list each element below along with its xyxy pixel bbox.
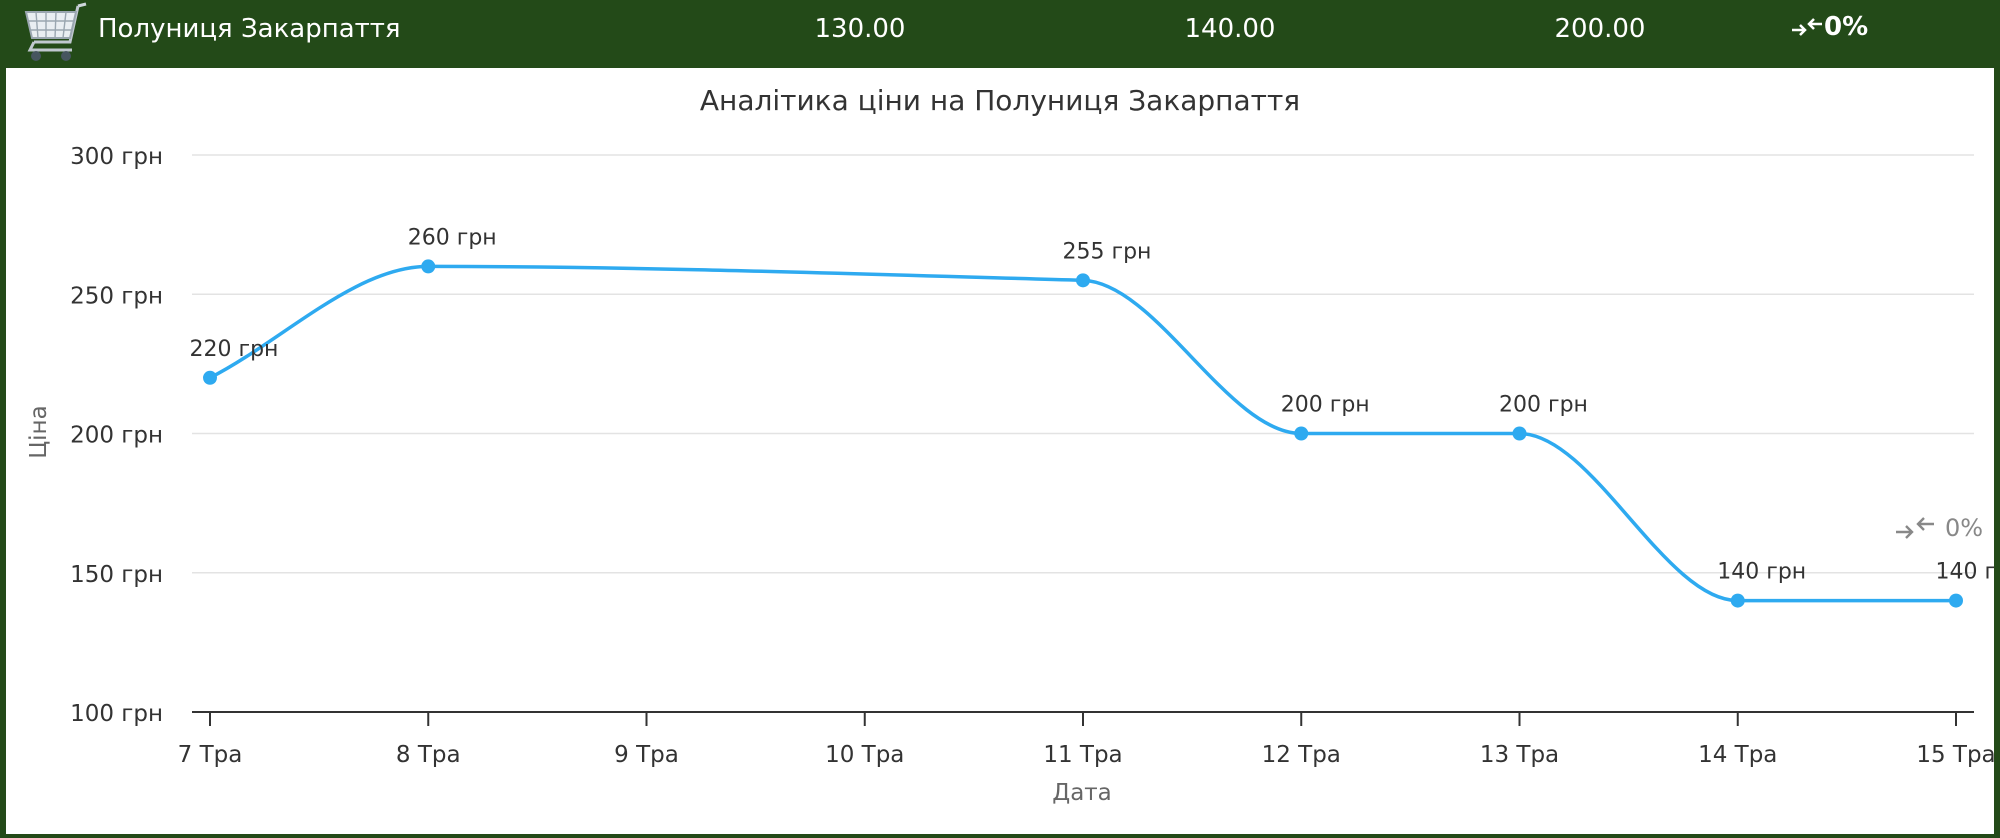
data-label: 200 грн [1281, 393, 1370, 418]
y-tick-label: 300 грн [70, 144, 163, 170]
data-point[interactable] [1730, 593, 1745, 608]
data-label: 140 грн [1717, 560, 1806, 585]
y-tick-label: 200 грн [70, 423, 163, 449]
change-annotation: 0% [1896, 514, 1983, 542]
y-tick-label: 100 грн [70, 701, 163, 727]
data-point[interactable] [1949, 593, 1963, 608]
price-max: 200.00 [1554, 14, 1646, 44]
data-label: 220 грн [190, 337, 279, 362]
arrows-in-icon [1792, 18, 1822, 36]
chart-panel: Аналітика ціни на Полуниця Закарпаття 10… [6, 68, 2000, 834]
data-point[interactable] [1294, 426, 1309, 441]
data-label: 255 грн [1063, 239, 1152, 264]
change-annotation-text: 0% [1945, 514, 1983, 542]
data-point[interactable] [203, 370, 217, 385]
price-change: 0% [1790, 12, 1868, 42]
x-axis-title: Дата [1052, 780, 1112, 806]
data-point[interactable] [421, 259, 436, 274]
product-name: Полуниця Закарпаття [98, 14, 401, 44]
data-point[interactable] [1076, 273, 1090, 288]
x-tick-label: 10 Тра [825, 742, 904, 768]
price-mid: 140.00 [1184, 14, 1276, 44]
price-chart: Аналітика ціни на Полуниця Закарпаття 10… [26, 84, 2000, 806]
x-tick-label: 15 Тра [1916, 742, 1994, 768]
y-tick-label: 250 грн [70, 283, 163, 309]
price-change-value: 0% [1824, 12, 1869, 42]
x-tick-label: 14 Тра [1698, 742, 1777, 768]
price-min: 130.00 [814, 14, 906, 44]
x-tick-label: 13 Тра [1480, 742, 1559, 768]
x-tick-label: 11 Тра [1043, 742, 1122, 768]
x-tick-label: 12 Тра [1262, 742, 1341, 768]
x-tick-label: 7 Тра [178, 742, 243, 768]
data-label: 140 грн [1936, 560, 1994, 585]
chart-title: Аналітика ціни на Полуниця Закарпаття [700, 84, 1300, 117]
data-point[interactable] [1512, 426, 1527, 441]
price-line [209, 264, 1956, 603]
y-axis-title: Ціна [26, 405, 52, 458]
cart-icon [24, 2, 87, 61]
x-tick-label: 8 Тра [396, 742, 461, 768]
data-label: 260 грн [408, 225, 497, 250]
y-tick-label: 150 грн [70, 562, 163, 588]
x-tick-label: 9 Тра [614, 742, 679, 768]
header-bar: Полуниця Закарпаття 130.00 140.00 200.00… [0, 0, 2000, 66]
data-label: 200 грн [1499, 393, 1588, 418]
